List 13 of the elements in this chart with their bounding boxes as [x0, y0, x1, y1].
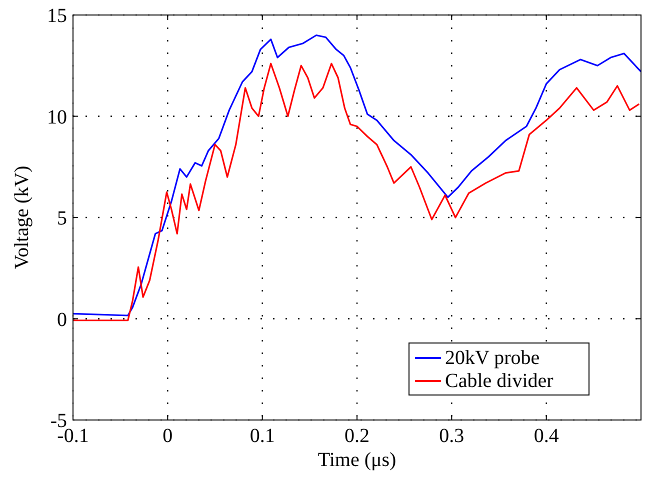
x-tick-label: 0.1: [250, 425, 275, 447]
x-axis-title: Time (μs): [318, 449, 396, 471]
y-tick-label: 10: [47, 106, 67, 128]
x-tick-label: 0.4: [534, 425, 559, 447]
x-tick-label: 0.2: [344, 425, 370, 447]
y-tick-label: 5: [57, 208, 67, 230]
y-tick-label: 0: [57, 308, 67, 331]
x-tick-label: 0: [162, 425, 173, 447]
legend-label: 20kV probe: [445, 347, 540, 369]
y-tick-label: 15: [47, 5, 67, 27]
x-tick-label: 0.3: [439, 425, 464, 447]
y-axis-title: Voltage (kV): [11, 166, 33, 270]
legend-label: Cable divider: [445, 370, 554, 392]
